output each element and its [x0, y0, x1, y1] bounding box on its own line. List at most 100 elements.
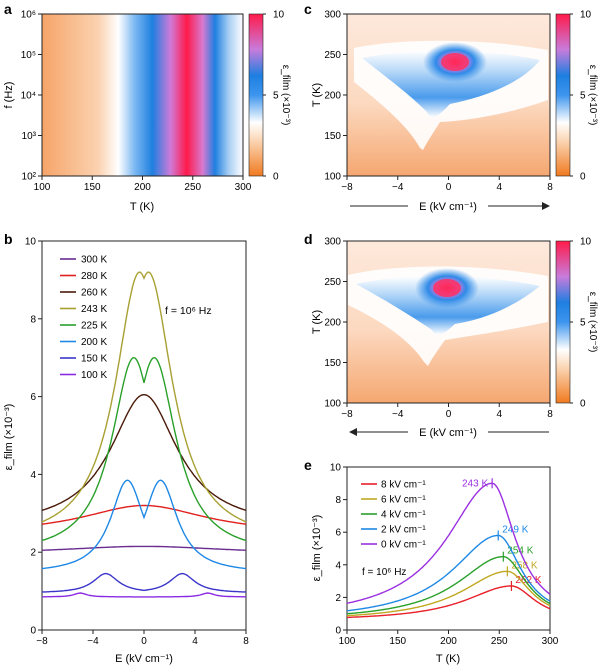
panel-d-colorbar-tick-label: 10	[580, 237, 592, 248]
panel-e-x-tick-label: 150	[389, 636, 406, 647]
panel-c-x-tick-label: 4	[496, 182, 502, 193]
panel-d-x-tick-label: 0	[446, 409, 452, 420]
panel-b-y-tick-label: 8	[30, 314, 36, 325]
panel-a-heatmap	[42, 14, 243, 176]
panel-b-series-200-k	[41, 479, 247, 570]
panel-c-xlabel: E (kV cm⁻¹)	[419, 201, 477, 213]
panel-a-y-tick-label: 10³	[22, 131, 37, 142]
panel-e-series	[346, 482, 551, 604]
panel-b-legend-label: 150 K	[81, 354, 107, 365]
panel-c-y-tick-label: 200	[324, 91, 341, 102]
panel-b-legend-label: 243 K	[81, 304, 107, 315]
panel-a-x-tick-label: 200	[134, 182, 151, 193]
panel-c-x-ticks: −8 −4 0 4 8	[341, 176, 553, 193]
panel-b-series-280-k	[41, 504, 247, 525]
panel-d-heatmap	[347, 241, 550, 403]
panel-e-ylabel: ε_film (×10⁻³)	[311, 515, 323, 582]
panel-d-colorbar-tick-label: 5	[580, 318, 586, 329]
panel-b-legend-label: 300 K	[81, 255, 107, 266]
panel-d-y-tick-label: 300	[324, 237, 341, 248]
panel-e-legend-label: 6 kV cm⁻¹	[381, 495, 426, 506]
panel-d-y-ticks: 100 150 200 250 300	[324, 237, 347, 410]
panel-c-colorbar	[555, 13, 571, 177]
panel-c-x-tick-label: 0	[446, 182, 452, 193]
panel-e-y-tick-label: 8	[335, 495, 341, 506]
panel-e-legend: 8 kV cm⁻¹ 6 kV cm⁻¹ 4 kV cm⁻¹ 2 kV cm⁻¹ 0 kV…	[361, 480, 426, 551]
panel-c-heatmap	[347, 14, 550, 176]
panel-a-colorbar-tick-label: 5	[273, 91, 279, 102]
panel-e-x-tick-label: 100	[339, 636, 356, 647]
panel-b-x-tick-label: 8	[243, 636, 249, 647]
panel-c-colorbar-tick-label: 5	[580, 91, 586, 102]
panel-a-y-tick-label: 10²	[22, 172, 37, 183]
panel-e-peak-label: 249 K	[502, 524, 528, 535]
panel-e-plot-area	[346, 466, 551, 631]
panel-b-annotation: f = 10⁶ Hz	[165, 305, 212, 317]
panel-a-colorbar	[248, 13, 264, 177]
panel-d-y-tick-label: 250	[324, 277, 341, 288]
panel-b-x-tick-label: −8	[36, 636, 48, 647]
panel-d-letter: d	[304, 231, 313, 247]
panel-d-xlabel: E (kV cm⁻¹)	[419, 427, 477, 439]
panel-b-x-ticks: −8 −4 0 4 8	[36, 630, 249, 647]
panel-a-colorbar-tick-label: 10	[273, 10, 285, 21]
panel-c-y-tick-label: 250	[324, 50, 341, 61]
panel-a-x-tick-label: 250	[184, 182, 201, 193]
panel-a-colorbar-label: ε_film (×10⁻³)	[280, 65, 291, 126]
panel-b-legend-label: 200 K	[81, 337, 107, 348]
panel-e-y-tick-label: 10	[330, 463, 342, 474]
panel-a-x-tick-label: 100	[34, 182, 51, 193]
panel-b-y-tick-label: 6	[30, 392, 36, 403]
panel-b-plot-area	[41, 240, 247, 631]
panel-d-x-tick-label: 8	[547, 409, 553, 420]
panel-b-y-tick-label: 2	[30, 548, 36, 559]
panel-b-series-243-k	[41, 271, 247, 523]
panel-b-x-tick-label: 4	[192, 636, 198, 647]
panel-c-colorbar-tick-label: 0	[580, 172, 586, 183]
panel-a-y-ticks: 10² 10³ 10⁴ 10⁵ 10⁶	[21, 10, 42, 183]
panel-e-series	[346, 534, 551, 612]
panel-b-legend: 300 K 280 K 260 K 243 K 225 K 200 K 150 K 100 K	[60, 255, 107, 381]
panel-c-y-tick-label: 300	[324, 10, 341, 21]
panel-b-series-225-k	[41, 356, 247, 542]
panel-d-colorbar	[555, 240, 571, 404]
panel-a-x-ticks: 100 150 200 250 300	[34, 176, 252, 193]
panel-e-legend-label: 0 kV cm⁻¹	[381, 540, 426, 551]
panel-e-x-tick-label: 300	[542, 636, 559, 647]
panel-c-colorbar-ticks: 0 5 10	[570, 10, 592, 183]
panel-c-letter: c	[304, 1, 312, 17]
panel-a-xlabel: T (K)	[130, 201, 154, 213]
panel-b-legend-label: 225 K	[81, 321, 107, 332]
panel-b-ylabel: ε_film (×10⁻³)	[3, 404, 15, 471]
panel-b-legend-label: 100 K	[81, 370, 107, 381]
panel-e-legend-label: 4 kV cm⁻¹	[381, 510, 426, 521]
panel-b-y-ticks: 0 2 4 6 8 10	[25, 237, 42, 637]
panel-a-x-tick-label: 150	[84, 182, 101, 193]
panel-e-letter: e	[304, 457, 312, 473]
panel-b-y-tick-label: 0	[30, 626, 36, 637]
panel-d-x-ticks: −8 −4 0 4 8	[341, 403, 553, 420]
panel-d-x-tick-label: 4	[496, 409, 502, 420]
panel-d-x-tick-label: −8	[341, 409, 353, 420]
panel-b-y-tick-label: 10	[25, 237, 37, 248]
panel-e-xlabel: T (K)	[436, 653, 460, 665]
panel-e-x-tick-label: 200	[440, 636, 457, 647]
panel-e-y-tick-label: 4	[335, 560, 341, 571]
panel-d-colorbar-tick-label: 0	[580, 399, 586, 410]
panel-a-y-tick-label: 10⁵	[21, 50, 36, 61]
panel-b-y-tick-label: 4	[30, 470, 36, 481]
panel-e-peak-label: 243 K	[462, 478, 488, 489]
panel-e-series	[346, 556, 551, 615]
panel-b-series-150-k	[41, 572, 247, 593]
panel-d-x-tick-label: −4	[392, 409, 404, 420]
panel-b-legend-label: 260 K	[81, 288, 107, 299]
panel-c-y-tick-label: 100	[324, 172, 341, 183]
panel-d-colorbar-label: ε_film (×10⁻³)	[587, 292, 598, 353]
panel-a-letter: a	[4, 1, 12, 17]
panel-e-y-tick-label: 6	[335, 528, 341, 539]
